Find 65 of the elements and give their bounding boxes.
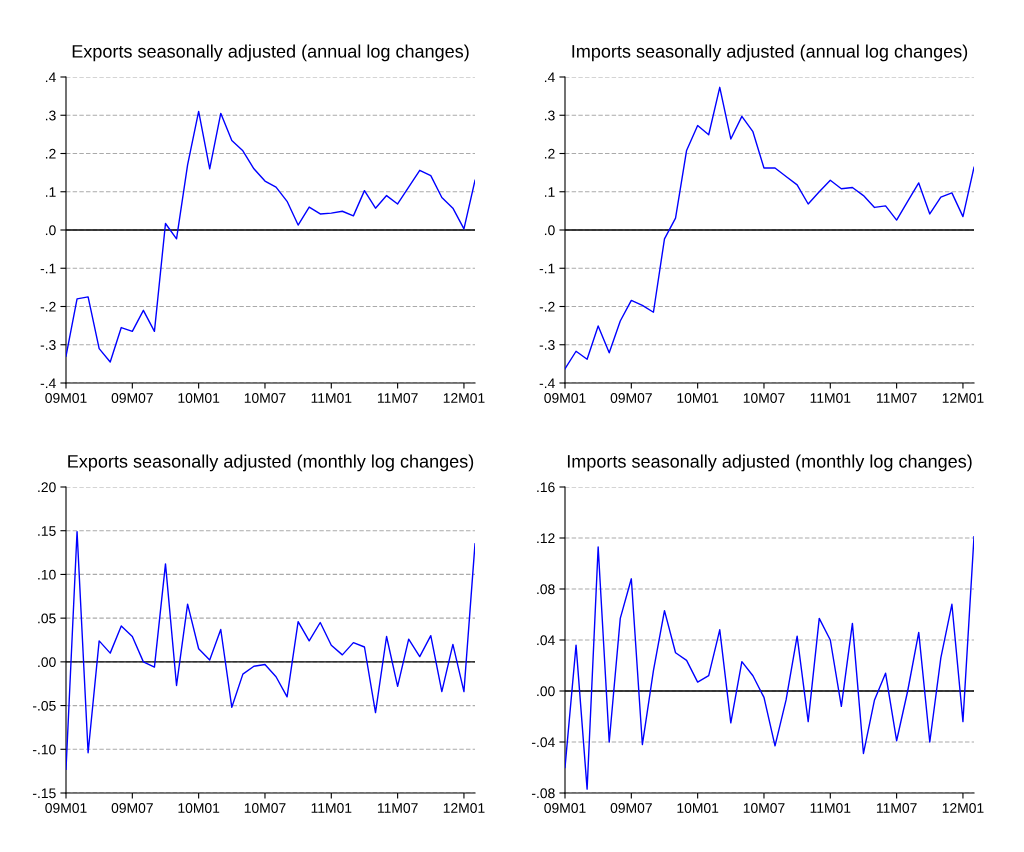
y-tick-label: .1 (45, 187, 56, 197)
y-tick-label: -.08 (531, 788, 555, 799)
x-tick-label: 09M07 (111, 393, 153, 403)
x-tick-label: 09M01 (544, 803, 586, 813)
x-tick-label: 10M01 (178, 803, 220, 813)
x-tick-label: 10M07 (743, 393, 785, 403)
y-tick-label: .3 (45, 110, 56, 121)
y-tick-label: .05 (38, 613, 56, 624)
y-tick-label: .0 (544, 225, 555, 236)
x-tick-label: 10M01 (677, 393, 719, 403)
y-tick-label: .00 (38, 657, 56, 668)
x-tick-label: 10M07 (743, 803, 785, 813)
x-tick-label: 12M01 (443, 803, 485, 813)
y-tick-label: .16 (537, 482, 555, 493)
y-tick-label: -.3 (40, 340, 56, 350)
y-tick-label: -.1 (40, 263, 56, 274)
x-tick-label: 09M01 (544, 393, 586, 403)
y-tick-label: -.1 (539, 263, 555, 274)
x-tick-label: 09M07 (111, 803, 153, 813)
x-tick-label: 12M01 (443, 393, 485, 403)
y-tick-label: .4 (544, 72, 555, 83)
x-tick-label: 11M01 (311, 803, 352, 813)
x-tick-label: 10M07 (244, 393, 286, 403)
y-tick-label: .04 (537, 635, 555, 646)
x-tick-label: 11M07 (876, 803, 917, 813)
y-tick-label: -.10 (32, 744, 56, 755)
x-tick-label: 10M01 (677, 803, 719, 813)
y-tick-label: .2 (544, 148, 555, 159)
x-tick-label: 09M01 (45, 803, 87, 813)
x-tick-label: 10M01 (178, 393, 220, 403)
y-tick-label: .15 (38, 526, 56, 536)
y-tick-label: .10 (38, 569, 56, 580)
chart-title: Imports seasonally adjusted (monthly log changes) (567, 454, 972, 472)
x-tick-label: 09M07 (610, 803, 652, 813)
y-tick-label: .2 (45, 148, 56, 159)
y-tick-label: -.15 (32, 788, 56, 799)
y-tick-label: .1 (544, 187, 555, 197)
y-tick-label: .4 (45, 72, 56, 83)
y-tick-label: .08 (537, 584, 555, 595)
x-tick-label: 10M07 (244, 803, 286, 813)
y-tick-label: -.2 (539, 301, 555, 312)
y-tick-label: .0 (45, 225, 56, 236)
y-tick-label: .12 (537, 533, 555, 544)
x-tick-label: 11M07 (377, 393, 418, 403)
y-tick-label: -.2 (40, 301, 56, 312)
y-tick-label: -.4 (40, 378, 56, 389)
y-tick-label: .3 (544, 110, 555, 121)
y-tick-label: -.05 (32, 700, 56, 711)
chart-title: Exports seasonally adjusted (monthly log changes) (68, 454, 474, 472)
x-tick-label: 09M07 (610, 393, 652, 403)
x-tick-label: 12M01 (942, 393, 984, 403)
y-tick-label: .00 (537, 686, 555, 697)
x-tick-label: 11M07 (377, 803, 418, 813)
y-tick-label: -.3 (539, 340, 555, 350)
x-tick-label: 11M01 (810, 803, 851, 813)
x-tick-label: 11M01 (311, 393, 352, 403)
x-tick-label: 09M01 (45, 393, 87, 403)
chart-title: Exports seasonally adjusted (annual log changes) (72, 44, 469, 62)
chart-title: Imports seasonally adjusted (annual log changes) (572, 44, 968, 62)
y-tick-label: .20 (38, 482, 56, 493)
y-tick-label: -.04 (531, 737, 555, 748)
x-tick-label: 11M07 (876, 393, 917, 403)
x-tick-label: 12M01 (942, 803, 984, 813)
x-tick-label: 11M01 (810, 393, 851, 403)
y-tick-label: -.4 (539, 378, 555, 389)
